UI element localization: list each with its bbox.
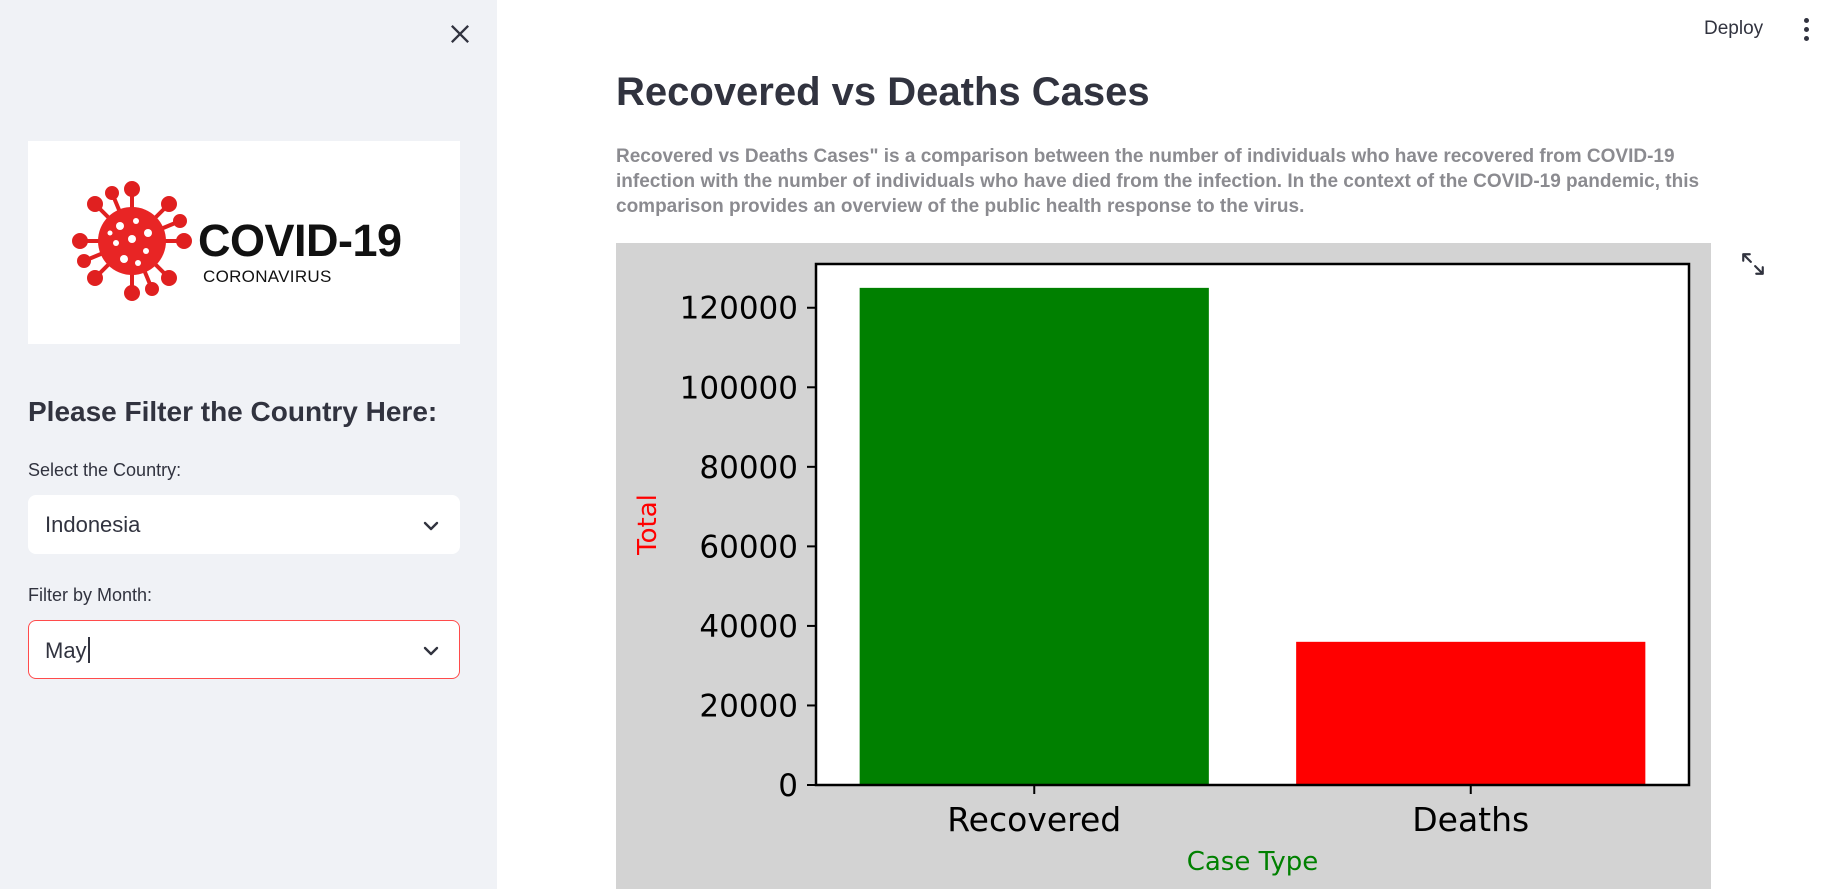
covid-virus-icon [72,181,192,301]
x-tick-label: Recovered [947,800,1121,839]
month-select-value: May [45,637,90,664]
month-label: Filter by Month: [28,585,153,605]
country-label: Select the Country: [28,460,182,480]
y-tick-label: 60000 [699,529,798,565]
country-select[interactable]: Indonesia [28,495,460,554]
y-axis-label: Total [633,494,663,556]
deploy-button[interactable]: Deploy [1704,18,1764,39]
y-tick-label: 0 [778,768,798,804]
x-axis-label: Case Type [1187,847,1319,877]
y-tick-label: 80000 [699,450,798,486]
y-tick-label: 120000 [680,291,798,327]
page-description: Recovered vs Deaths Cases" is a comparis… [616,146,1700,217]
month-value-text: May [45,638,87,663]
sidebar: COVID-19 CORONAVIRUS Please Filter the C… [0,0,497,889]
expand-icon[interactable] [1740,251,1766,277]
page-title: Recovered vs Deaths Cases [616,70,1150,114]
logo-subtitle: CORONAVIRUS [203,267,332,286]
plot-frame [814,262,1691,787]
filter-heading: Please Filter the Country Here: [28,396,438,427]
bar-deaths [1296,641,1646,785]
chevron-down-icon [423,646,439,656]
y-tick-label: 20000 [699,688,798,724]
close-icon [451,25,469,43]
country-select-value: Indonesia [45,512,141,537]
y-tick-label: 40000 [699,609,798,645]
bar-chart: Recovered Deaths 0 20000 40000 60000 80000 1000… [633,262,1691,877]
covid-logo: COVID-19 CORONAVIRUS [28,141,460,344]
chevron-down-icon [423,521,439,531]
chart-container: Recovered Deaths 0 20000 40000 60000 80000 1000… [616,243,1711,889]
close-sidebar-button[interactable] [446,20,474,48]
y-tick-label: 100000 [680,370,798,406]
more-vertical-icon[interactable] [1800,18,1812,44]
text-caret [87,637,90,663]
month-select[interactable]: May [28,620,460,679]
bar-recovered [859,287,1209,785]
x-tick-label: Deaths [1412,800,1529,839]
logo-title: COVID-19 [198,215,402,266]
